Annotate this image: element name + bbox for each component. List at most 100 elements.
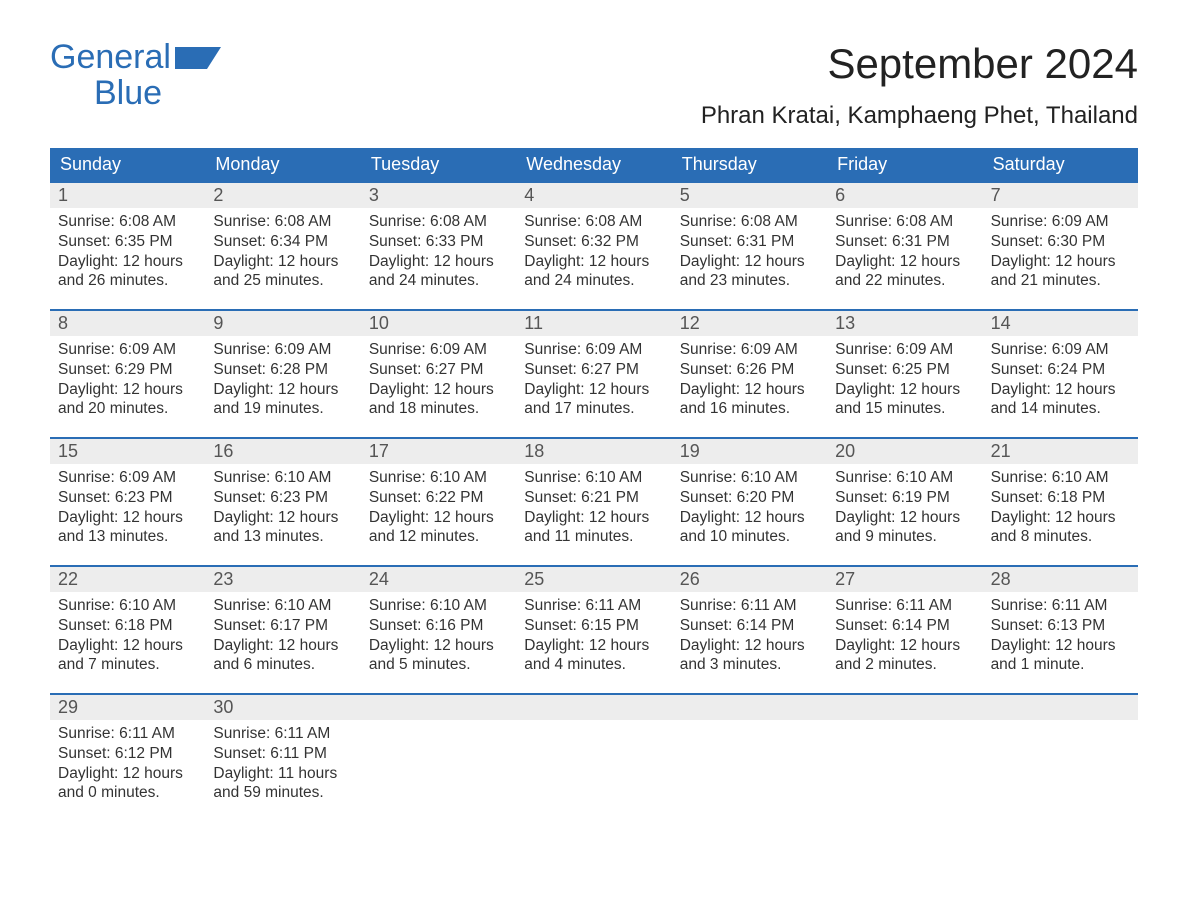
calendar-day: 2Sunrise: 6:08 AMSunset: 6:34 PMDaylight…: [205, 183, 360, 309]
day-number: 5: [672, 183, 827, 208]
day-details: Sunrise: 6:09 AMSunset: 6:28 PMDaylight:…: [205, 336, 360, 419]
day-details: Sunrise: 6:08 AMSunset: 6:33 PMDaylight:…: [361, 208, 516, 291]
day-number: 18: [516, 439, 671, 464]
day-details: Sunrise: 6:09 AMSunset: 6:27 PMDaylight:…: [516, 336, 671, 419]
day-details: Sunrise: 6:09 AMSunset: 6:29 PMDaylight:…: [50, 336, 205, 419]
calendar-day: 1Sunrise: 6:08 AMSunset: 6:35 PMDaylight…: [50, 183, 205, 309]
calendar-day: [361, 695, 516, 821]
calendar-day: 30Sunrise: 6:11 AMSunset: 6:11 PMDayligh…: [205, 695, 360, 821]
calendar-day: 22Sunrise: 6:10 AMSunset: 6:18 PMDayligh…: [50, 567, 205, 693]
calendar-week: 1Sunrise: 6:08 AMSunset: 6:35 PMDaylight…: [50, 181, 1138, 309]
day-number: 29: [50, 695, 205, 720]
calendar-day: 26Sunrise: 6:11 AMSunset: 6:14 PMDayligh…: [672, 567, 827, 693]
day-number: 20: [827, 439, 982, 464]
day-details: Sunrise: 6:10 AMSunset: 6:22 PMDaylight:…: [361, 464, 516, 547]
day-number: 6: [827, 183, 982, 208]
logo-flag-icon: [175, 47, 221, 69]
calendar-day: 28Sunrise: 6:11 AMSunset: 6:13 PMDayligh…: [983, 567, 1138, 693]
calendar-day: 10Sunrise: 6:09 AMSunset: 6:27 PMDayligh…: [361, 311, 516, 437]
day-details: Sunrise: 6:08 AMSunset: 6:31 PMDaylight:…: [672, 208, 827, 291]
day-number: 11: [516, 311, 671, 336]
day-number: 9: [205, 311, 360, 336]
day-number: 4: [516, 183, 671, 208]
dow-cell: Wednesday: [516, 148, 671, 181]
day-number: 26: [672, 567, 827, 592]
day-number: 1: [50, 183, 205, 208]
day-details: Sunrise: 6:09 AMSunset: 6:24 PMDaylight:…: [983, 336, 1138, 419]
calendar-week: 8Sunrise: 6:09 AMSunset: 6:29 PMDaylight…: [50, 309, 1138, 437]
header: General Blue September 2024 Phran Kratai…: [50, 40, 1138, 130]
day-number: 30: [205, 695, 360, 720]
calendar-day: 6Sunrise: 6:08 AMSunset: 6:31 PMDaylight…: [827, 183, 982, 309]
day-number: 17: [361, 439, 516, 464]
calendar-day: [827, 695, 982, 821]
day-number: [361, 695, 516, 720]
calendar-day: 18Sunrise: 6:10 AMSunset: 6:21 PMDayligh…: [516, 439, 671, 565]
calendar-day: 29Sunrise: 6:11 AMSunset: 6:12 PMDayligh…: [50, 695, 205, 821]
day-details: Sunrise: 6:09 AMSunset: 6:30 PMDaylight:…: [983, 208, 1138, 291]
calendar-day: 27Sunrise: 6:11 AMSunset: 6:14 PMDayligh…: [827, 567, 982, 693]
day-number: 12: [672, 311, 827, 336]
calendar-week: 29Sunrise: 6:11 AMSunset: 6:12 PMDayligh…: [50, 693, 1138, 821]
calendar-day: 17Sunrise: 6:10 AMSunset: 6:22 PMDayligh…: [361, 439, 516, 565]
calendar-day: 14Sunrise: 6:09 AMSunset: 6:24 PMDayligh…: [983, 311, 1138, 437]
day-number: 16: [205, 439, 360, 464]
day-number: 28: [983, 567, 1138, 592]
day-number: 2: [205, 183, 360, 208]
day-number: 13: [827, 311, 982, 336]
calendar-day: 21Sunrise: 6:10 AMSunset: 6:18 PMDayligh…: [983, 439, 1138, 565]
day-details: Sunrise: 6:11 AMSunset: 6:12 PMDaylight:…: [50, 720, 205, 803]
calendar-day: 12Sunrise: 6:09 AMSunset: 6:26 PMDayligh…: [672, 311, 827, 437]
day-details: Sunrise: 6:08 AMSunset: 6:31 PMDaylight:…: [827, 208, 982, 291]
calendar-day: 19Sunrise: 6:10 AMSunset: 6:20 PMDayligh…: [672, 439, 827, 565]
location: Phran Kratai, Kamphaeng Phet, Thailand: [701, 102, 1138, 130]
calendar-day: 16Sunrise: 6:10 AMSunset: 6:23 PMDayligh…: [205, 439, 360, 565]
day-details: Sunrise: 6:10 AMSunset: 6:18 PMDaylight:…: [983, 464, 1138, 547]
dow-cell: Sunday: [50, 148, 205, 181]
calendar-day: 13Sunrise: 6:09 AMSunset: 6:25 PMDayligh…: [827, 311, 982, 437]
calendar-day: 25Sunrise: 6:11 AMSunset: 6:15 PMDayligh…: [516, 567, 671, 693]
calendar-day: [672, 695, 827, 821]
day-details: Sunrise: 6:10 AMSunset: 6:21 PMDaylight:…: [516, 464, 671, 547]
dow-cell: Friday: [827, 148, 982, 181]
calendar-day: 4Sunrise: 6:08 AMSunset: 6:32 PMDaylight…: [516, 183, 671, 309]
calendar-day: [516, 695, 671, 821]
day-number: 15: [50, 439, 205, 464]
day-number: 23: [205, 567, 360, 592]
day-details: Sunrise: 6:09 AMSunset: 6:27 PMDaylight:…: [361, 336, 516, 419]
day-details: Sunrise: 6:10 AMSunset: 6:20 PMDaylight:…: [672, 464, 827, 547]
calendar-day: 20Sunrise: 6:10 AMSunset: 6:19 PMDayligh…: [827, 439, 982, 565]
day-number: 22: [50, 567, 205, 592]
day-number: 21: [983, 439, 1138, 464]
day-number: 8: [50, 311, 205, 336]
calendar-day: 24Sunrise: 6:10 AMSunset: 6:16 PMDayligh…: [361, 567, 516, 693]
day-details: Sunrise: 6:10 AMSunset: 6:18 PMDaylight:…: [50, 592, 205, 675]
calendar-day: 3Sunrise: 6:08 AMSunset: 6:33 PMDaylight…: [361, 183, 516, 309]
dow-cell: Tuesday: [361, 148, 516, 181]
calendar: SundayMondayTuesdayWednesdayThursdayFrid…: [50, 148, 1138, 821]
day-number: 25: [516, 567, 671, 592]
calendar-week: 15Sunrise: 6:09 AMSunset: 6:23 PMDayligh…: [50, 437, 1138, 565]
day-details: Sunrise: 6:08 AMSunset: 6:32 PMDaylight:…: [516, 208, 671, 291]
day-number: 24: [361, 567, 516, 592]
day-number: 7: [983, 183, 1138, 208]
calendar-day: 11Sunrise: 6:09 AMSunset: 6:27 PMDayligh…: [516, 311, 671, 437]
day-number: [516, 695, 671, 720]
day-number: 14: [983, 311, 1138, 336]
day-details: Sunrise: 6:11 AMSunset: 6:13 PMDaylight:…: [983, 592, 1138, 675]
day-details: Sunrise: 6:09 AMSunset: 6:25 PMDaylight:…: [827, 336, 982, 419]
logo-text-1: General: [50, 40, 171, 76]
calendar-day: 8Sunrise: 6:09 AMSunset: 6:29 PMDaylight…: [50, 311, 205, 437]
calendar-day: 7Sunrise: 6:09 AMSunset: 6:30 PMDaylight…: [983, 183, 1138, 309]
day-details: Sunrise: 6:10 AMSunset: 6:19 PMDaylight:…: [827, 464, 982, 547]
day-number: 3: [361, 183, 516, 208]
calendar-day: [983, 695, 1138, 821]
day-details: Sunrise: 6:08 AMSunset: 6:35 PMDaylight:…: [50, 208, 205, 291]
calendar-day: 9Sunrise: 6:09 AMSunset: 6:28 PMDaylight…: [205, 311, 360, 437]
day-number: 19: [672, 439, 827, 464]
month-title: September 2024: [701, 40, 1138, 88]
day-details: Sunrise: 6:08 AMSunset: 6:34 PMDaylight:…: [205, 208, 360, 291]
logo-text-2: Blue: [50, 76, 221, 112]
day-details: Sunrise: 6:09 AMSunset: 6:26 PMDaylight:…: [672, 336, 827, 419]
day-details: Sunrise: 6:10 AMSunset: 6:17 PMDaylight:…: [205, 592, 360, 675]
